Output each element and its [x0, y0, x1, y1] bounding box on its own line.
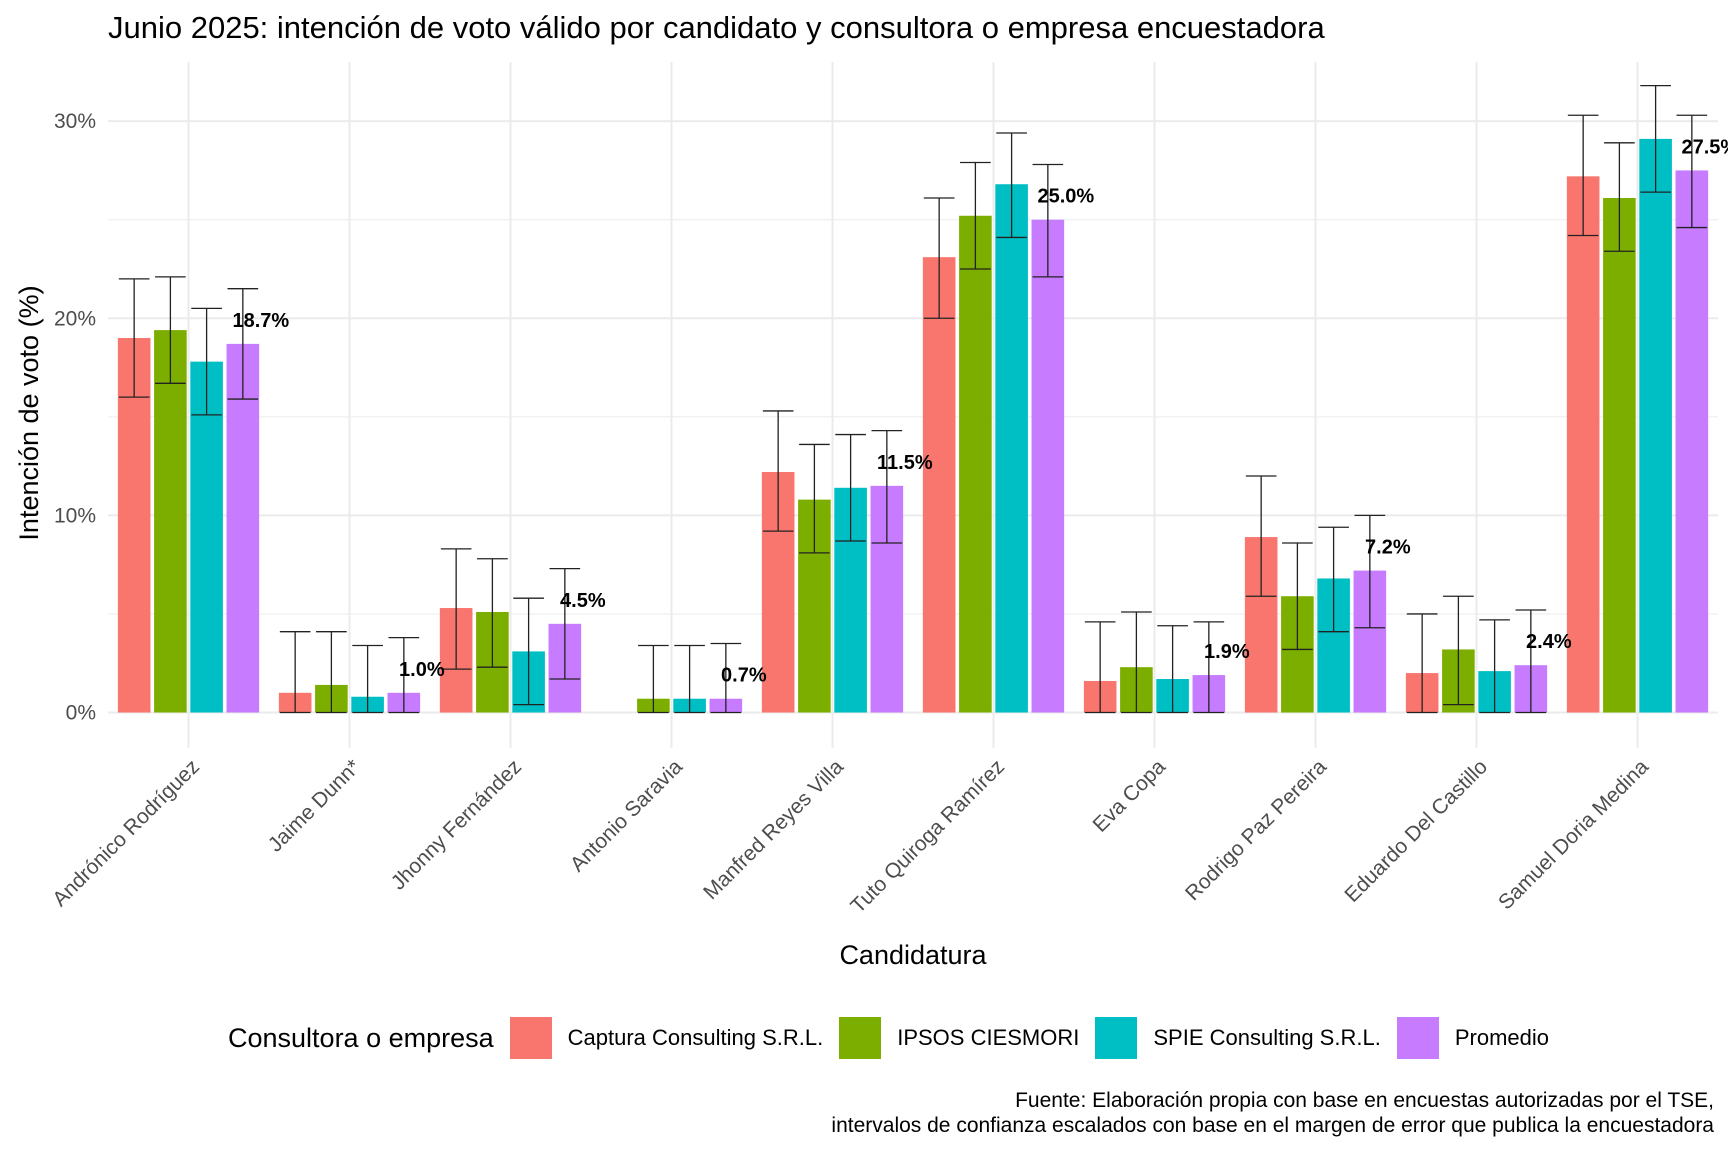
- bar-chart: 18.7% 1.0% 4.5% 0.7% 11.5% 25.0% 1.9% 7.2% 2.4% 2…: [14, 62, 1728, 970]
- legend-label-promedio: Promedio: [1454, 1025, 1549, 1050]
- x-tick-label: Jhonny Fernández: [387, 755, 526, 894]
- chart-title: Junio 2025: intención de voto válido por…: [108, 10, 1325, 45]
- caption: Fuente: Elaboración propia con base en e…: [831, 1088, 1714, 1138]
- x-tick-label: Tuto Quiroga Ramírez: [846, 755, 1009, 918]
- legend-key-promedio: [1396, 1017, 1439, 1059]
- legend-item-ipsos: IPSOS CIESMORI: [839, 1017, 1083, 1059]
- data-label: 2.4%: [1526, 631, 1572, 653]
- caption-line-1: Fuente: Elaboración propia con base en e…: [1015, 1089, 1714, 1112]
- legend-label-spie: SPIE Consulting S.R.L.: [1153, 1025, 1381, 1050]
- x-tick-label: Manfred Reyes Villa: [699, 755, 848, 904]
- y-tick-label: 0%: [66, 702, 96, 725]
- data-label: 27.5%: [1681, 136, 1728, 158]
- x-tick-label: Rodrigo Paz Pereira: [1181, 755, 1331, 905]
- bar: [1675, 170, 1709, 713]
- bar: [190, 361, 223, 713]
- bar: [117, 337, 151, 713]
- legend-label-captura: Captura Consulting S.R.L.: [567, 1025, 824, 1050]
- x-tick-label: Eduardo Del Castillo: [1340, 755, 1492, 907]
- data-label: 18.7%: [232, 310, 289, 332]
- data-label: 11.5%: [877, 452, 933, 474]
- y-axis-label: Intención de voto (%): [14, 285, 44, 540]
- data-label: 1.0%: [399, 659, 445, 681]
- legend-key-ipsos: [839, 1017, 882, 1059]
- bar: [226, 343, 260, 713]
- data-label: 25.0%: [1037, 186, 1094, 208]
- legend-item-spie: SPIE Consulting S.R.L.: [1095, 1017, 1384, 1059]
- y-tick-label: 20%: [54, 307, 96, 330]
- x-axis-label: Candidatura: [839, 940, 987, 970]
- data-label: 1.9%: [1204, 641, 1250, 663]
- legend-label-ipsos: IPSOS CIESMORI: [897, 1025, 1080, 1050]
- x-tick-label: Eva Copa: [1089, 755, 1171, 837]
- bars: [117, 138, 1709, 713]
- x-tick-label: Antonio Saravia: [566, 755, 687, 876]
- grid-lines: [108, 62, 1718, 748]
- data-label: 4.5%: [560, 590, 606, 612]
- legend-title: Consultora o empresa: [228, 1022, 494, 1053]
- data-label: 0.7%: [721, 665, 767, 687]
- bar: [1031, 219, 1065, 713]
- x-axis-ticks: Andrónico Rodríguez Jaime Dunn* Jhonny Fer…: [48, 755, 1653, 918]
- bar: [995, 184, 1028, 713]
- x-tick-label: Jaime Dunn*: [264, 755, 365, 856]
- y-tick-label: 10%: [54, 504, 96, 527]
- bar: [1639, 138, 1672, 713]
- legend-item-promedio: Promedio: [1396, 1017, 1553, 1059]
- x-tick-label: Samuel Doria Medina: [1494, 755, 1653, 914]
- bar: [1566, 176, 1600, 713]
- error-bars: [118, 85, 1708, 714]
- legend-item-captura: Captura Consulting S.R.L.: [509, 1017, 828, 1059]
- bar: [154, 330, 187, 713]
- bar: [1603, 198, 1636, 713]
- data-label: 7.2%: [1365, 537, 1411, 559]
- data-labels: 18.7% 1.0% 4.5% 0.7% 11.5% 25.0% 1.9% 7.2% 2.4% 2…: [232, 136, 1728, 686]
- bar: [959, 215, 992, 713]
- legend-key-captura: [509, 1017, 552, 1059]
- legend: Consultora o empresa Captura Consulting …: [228, 1015, 1565, 1061]
- bar: [922, 257, 956, 713]
- y-tick-label: 30%: [54, 110, 96, 133]
- x-tick-label: Andrónico Rodríguez: [48, 755, 204, 911]
- legend-key-spie: [1095, 1017, 1138, 1059]
- y-axis-ticks: 0% 10% 20% 30%: [54, 110, 96, 724]
- caption-line-2: intervalos de confianza escalados con ba…: [831, 1114, 1714, 1137]
